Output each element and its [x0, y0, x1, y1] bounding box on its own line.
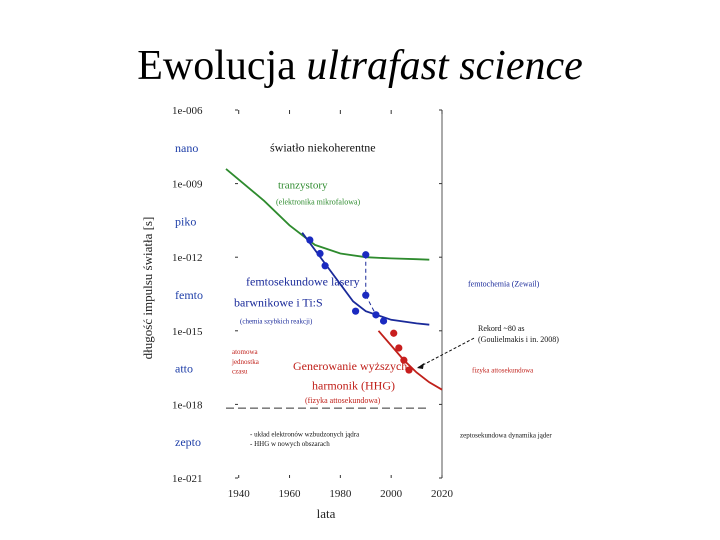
- annotation-hhg-2: harmonik (HHG): [312, 379, 395, 393]
- x-tick-label: 1960: [279, 488, 302, 500]
- title-italic: ultrafast science: [306, 43, 583, 89]
- x-tick-label: 2000: [380, 488, 403, 500]
- annotation-hhg-1: Generowanie wyższych: [293, 359, 407, 373]
- y-unit-label: atto: [175, 362, 193, 376]
- data-point-blue: [316, 249, 324, 258]
- y-tick-label: 1e-009: [172, 179, 203, 191]
- annotation-right-femto: femtochemia (Zewail): [468, 280, 540, 289]
- annotation-transistors-sub: (elektronika mikrofalowa): [276, 197, 361, 206]
- record-arrow-head: [416, 363, 424, 370]
- annotation-incoherent: światło niekoherentne: [270, 141, 376, 155]
- y-unit-label: zepto: [175, 435, 201, 449]
- data-point-blue: [362, 251, 370, 259]
- annotation-right-zepto: zeptosekundowa dynamika jąder: [460, 432, 552, 440]
- y-tick-label: 1e-015: [172, 326, 203, 338]
- y-tick-label: 1e-006: [172, 105, 203, 117]
- annotation-zepto-1: - układ elektronów wzbudzonych jądra: [250, 430, 360, 438]
- y-tick-label: 1e-021: [172, 473, 203, 485]
- annotation-atto-unit-3: czasu: [232, 368, 248, 376]
- y-unit-label: femto: [175, 288, 203, 302]
- data-point-red: [390, 329, 398, 337]
- annotation-hhg-sub: (fizyka attosekundowa): [305, 396, 381, 405]
- annotation-right-record-1: Rekord ~80 as: [478, 324, 525, 333]
- annotation-transistors: tranzystory: [278, 180, 328, 192]
- x-tick-label: 1940: [228, 488, 251, 500]
- annotation-atto-unit-1: atomowa: [232, 348, 259, 356]
- x-tick-label: 1980: [329, 488, 352, 500]
- annotation-femto-2: barwnikowe i Ti:S: [234, 295, 323, 309]
- chart-axes: 1e-006 1e-009 1e-012 1e-015 1e-018 1e-021 nano…: [140, 105, 454, 521]
- y-tick-label: 1e-012: [172, 252, 203, 264]
- annotation-femto-1: femtosekundowe lasery: [246, 274, 360, 288]
- data-point-red: [395, 344, 403, 352]
- series-line: [225, 168, 430, 261]
- annotation-right-record-2: (Goulielmakis i in. 2008): [478, 335, 559, 344]
- x-axis-label: lata: [317, 506, 336, 521]
- y-tick-label: 1e-018: [172, 399, 203, 411]
- annotation-right-atto: fizyka attosekundowa: [472, 367, 534, 375]
- annotation-zepto-2: - HHG w nowych obszarach: [250, 440, 330, 448]
- slide-title: Ewolucja ultrafast science: [0, 42, 720, 90]
- x-tick-label: 2020: [431, 488, 454, 500]
- data-point-blue: [379, 317, 388, 325]
- connector-line: [365, 294, 377, 316]
- data-point-blue: [372, 311, 380, 319]
- data-point-blue: [321, 262, 329, 270]
- chart-annotations: światło niekoherentne tranzystory (elektro…: [231, 141, 559, 448]
- series-line: [377, 330, 443, 391]
- y-unit-label: nano: [175, 141, 198, 155]
- annotation-atto-unit-2: jednostka: [231, 358, 260, 366]
- data-point-blue: [362, 291, 370, 299]
- data-point-red: [405, 366, 413, 374]
- record-arrow-line: [416, 337, 475, 369]
- annotation-femto-sub: (chemia szybkich reakcji): [240, 317, 313, 325]
- y-unit-label: piko: [175, 214, 196, 228]
- data-point-blue: [352, 307, 360, 315]
- data-point-blue: [306, 236, 314, 244]
- data-point-red: [400, 356, 408, 364]
- title-plain: Ewolucja: [137, 43, 307, 89]
- y-axis-label: długość impulsu światła [s]: [140, 217, 155, 360]
- chart-points: [306, 236, 413, 374]
